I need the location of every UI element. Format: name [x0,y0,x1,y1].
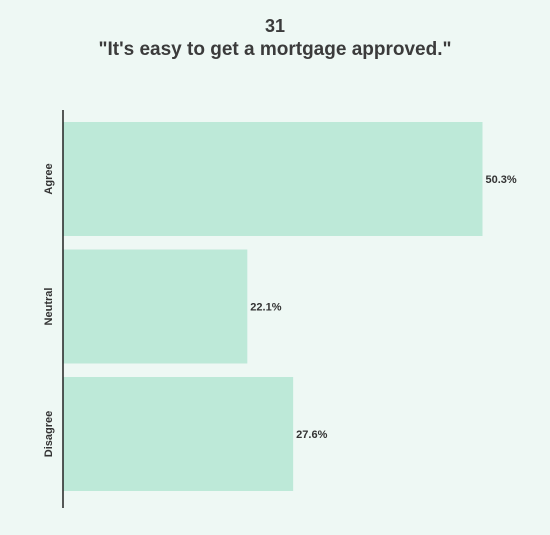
bar-disagree [63,377,294,491]
category-label-disagree: Disagree [43,411,55,457]
chart-title-block: 31 "It's easy to get a mortgage approved… [0,14,550,62]
value-label-agree: 50.3% [485,174,516,186]
chart-title: "It's easy to get a mortgage approved." [98,39,452,60]
value-label-neutral: 22.1% [250,302,281,314]
category-label-neutral: Neutral [43,288,55,326]
chart-title-number: 31 [264,16,286,36]
category-label-agree: Agree [43,163,55,194]
bar-neutral [63,249,248,364]
bar-agree [63,122,483,236]
value-label-disagree: 27.6% [296,429,327,441]
